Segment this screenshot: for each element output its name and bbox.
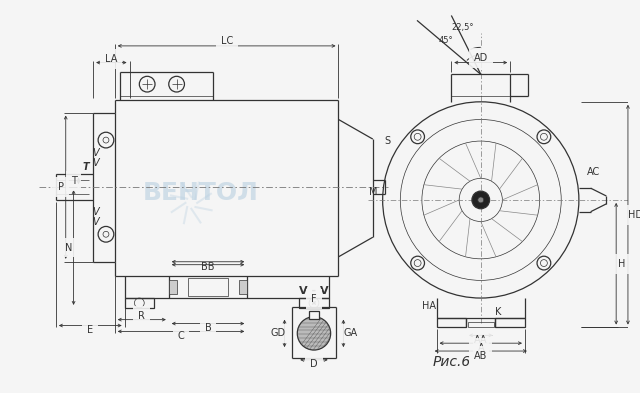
Text: AD: AD [474,53,488,62]
Text: N: N [65,242,72,253]
Text: GD: GD [270,329,285,338]
Text: P: P [58,182,64,192]
Text: S: S [385,136,390,146]
Text: B: B [205,323,211,334]
Text: Рис.6: Рис.6 [432,355,470,369]
Circle shape [298,317,331,350]
Bar [436,318,466,327]
Text: V: V [92,158,99,168]
Text: D: D [310,359,318,369]
Bar [125,298,154,308]
Bar [309,311,319,319]
Bar [169,280,177,294]
Text: T: T [70,176,77,186]
Text: LC: LC [221,36,233,46]
Text: BB: BB [201,262,215,272]
Circle shape [478,197,484,203]
Text: F: F [311,294,317,304]
Bar [300,298,329,308]
Text: H: H [618,259,626,269]
Text: E: E [87,325,93,336]
Text: V - V: V - V [299,286,329,296]
Text: V: V [92,217,99,226]
Text: HA: HA [422,301,436,311]
Bar [188,278,228,296]
Text: T: T [82,162,89,172]
Text: M: M [369,187,377,197]
Text: V: V [92,148,99,158]
Bar [239,280,247,294]
Text: ВЕНТОЛ: ВЕНТОЛ [143,181,259,205]
Text: 22,5°: 22,5° [452,23,474,32]
Text: V: V [92,207,99,217]
Text: A: A [477,343,484,353]
Text: AC: AC [587,167,600,178]
Text: LA: LA [105,54,118,64]
Text: GA: GA [343,329,357,338]
Text: HD: HD [628,209,640,220]
Text: R: R [138,311,145,321]
Bar [495,318,525,327]
Circle shape [472,191,490,209]
Bar [468,321,493,327]
Text: K: K [495,307,502,317]
Text: 45°: 45° [439,36,454,45]
Text: AA: AA [474,335,488,345]
Text: C: C [178,331,184,341]
Text: AB: AB [474,351,488,361]
